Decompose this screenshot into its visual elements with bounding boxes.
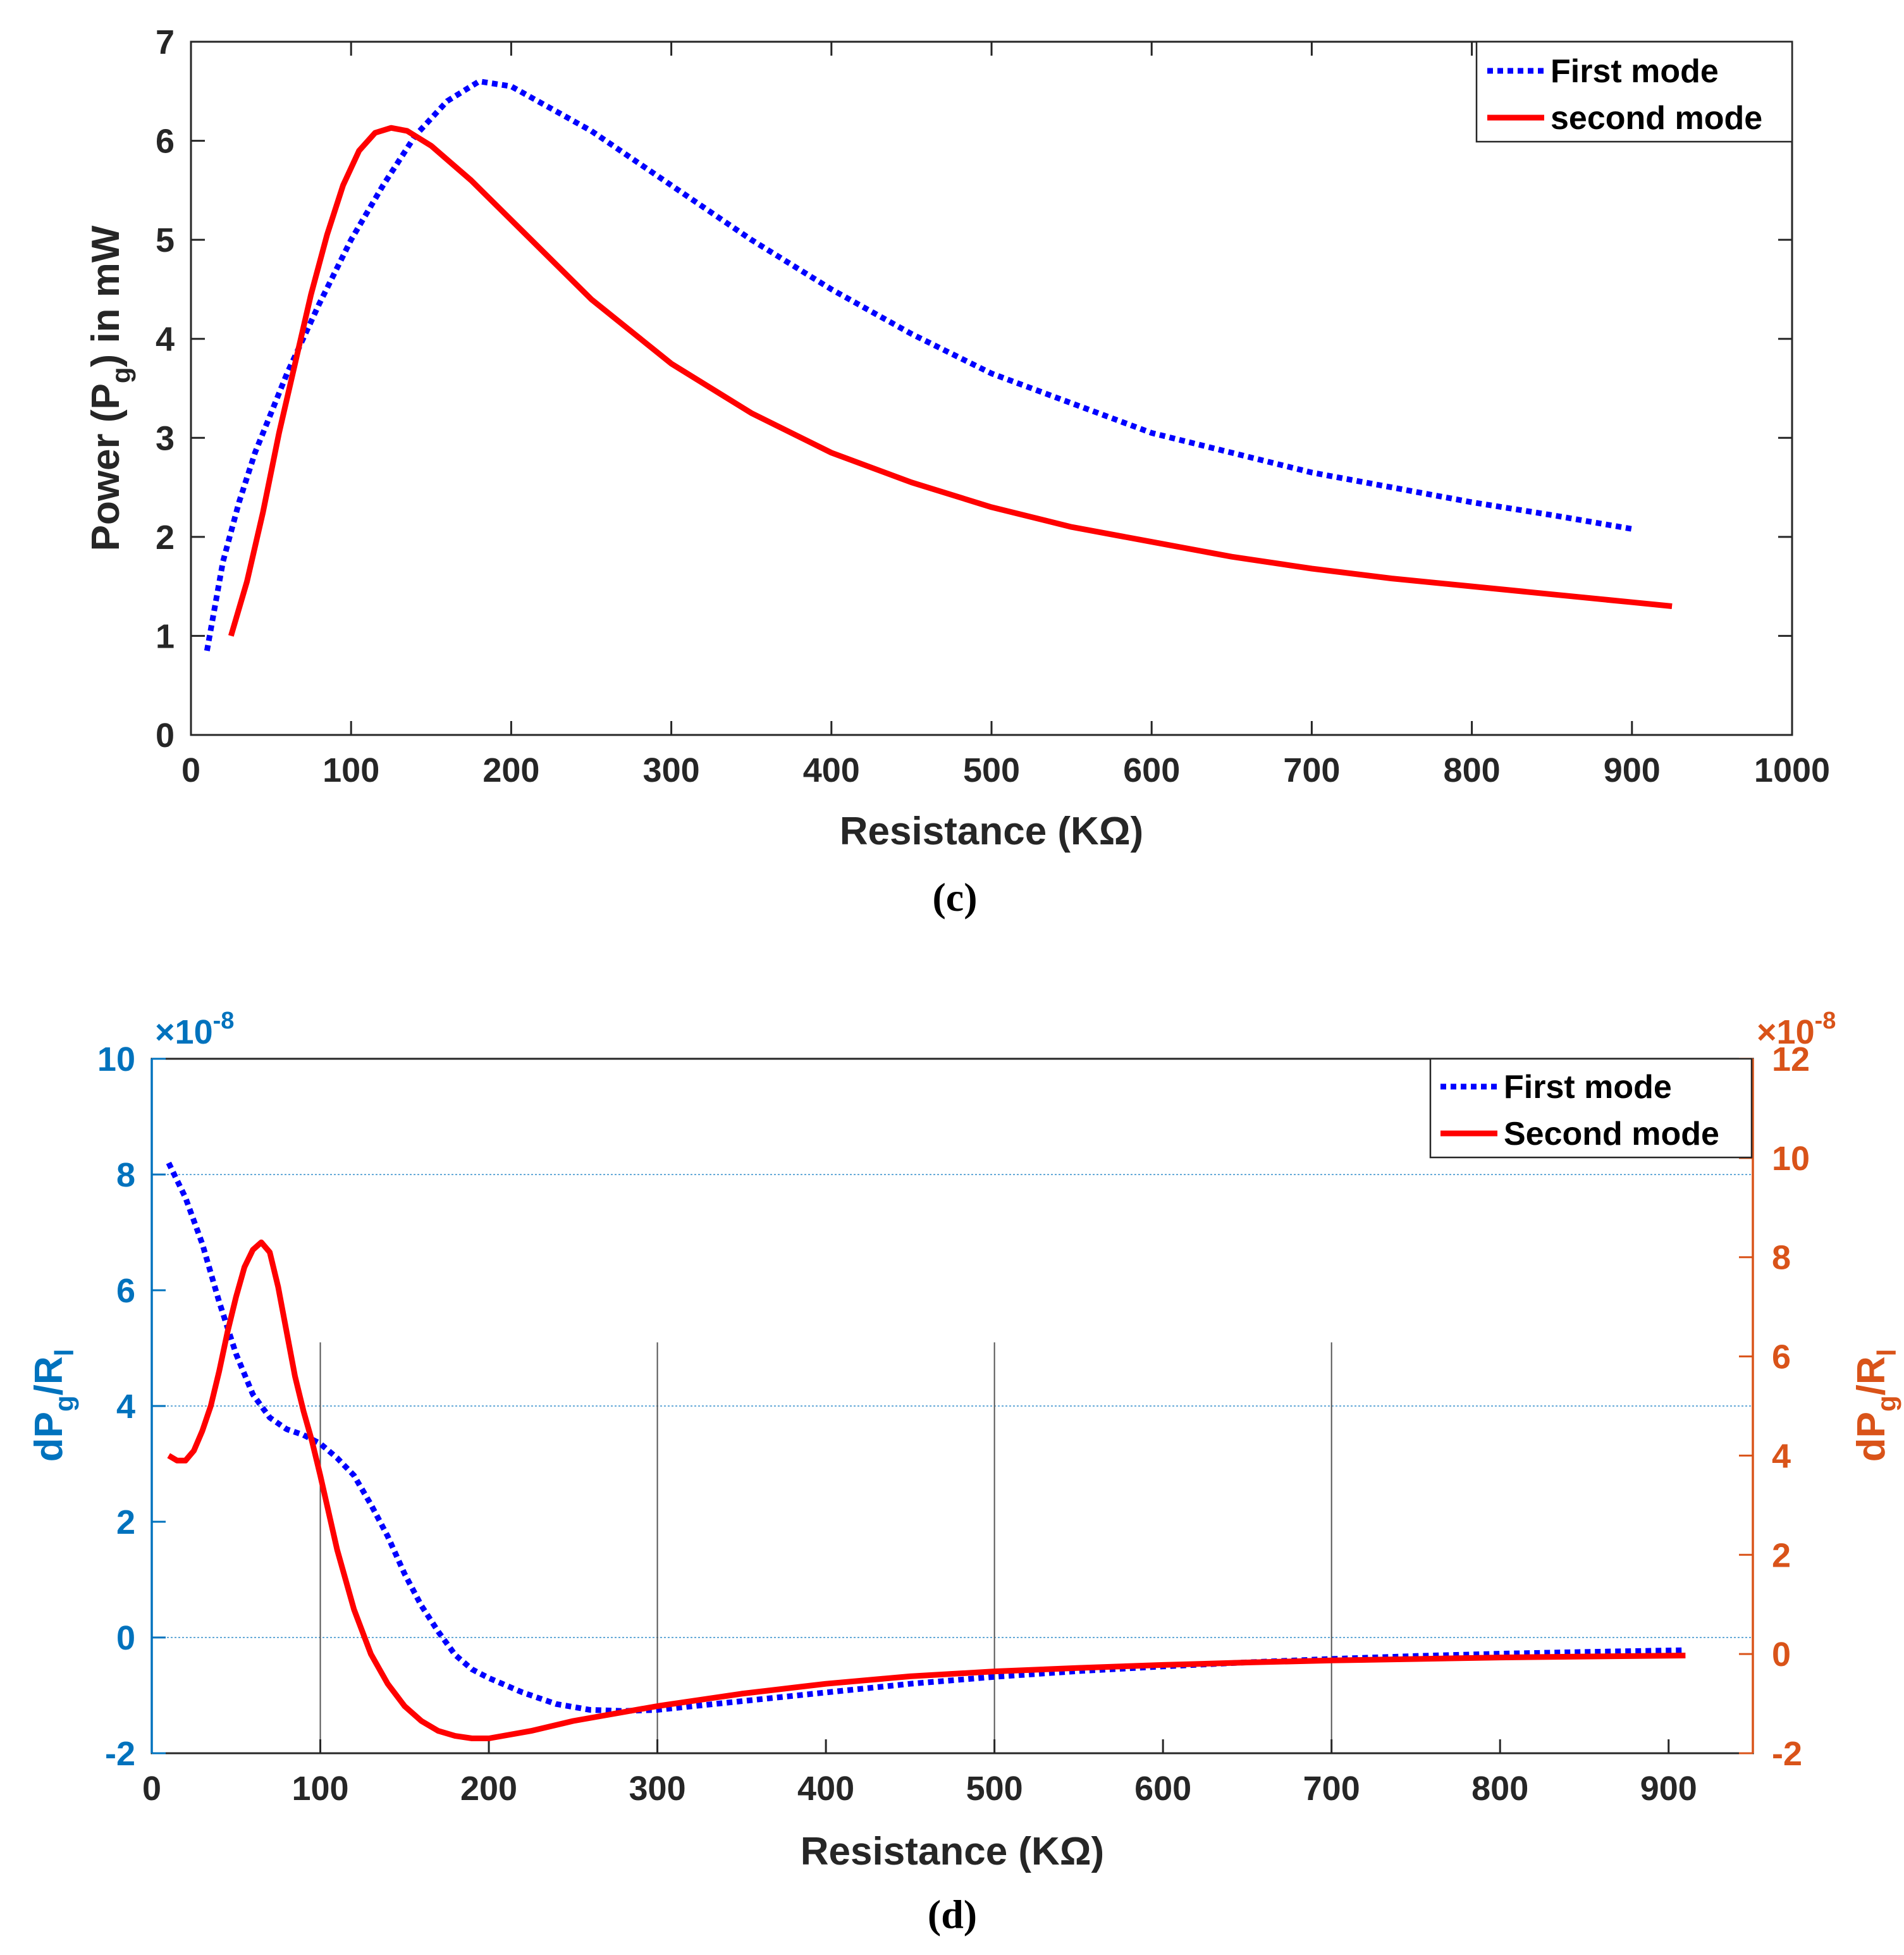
exponent-right-d: ×10-8 <box>1757 1008 1836 1051</box>
legend-label-second-mode-d: Second mode <box>1504 1116 1719 1152</box>
x-tick-label-c: 1000 <box>1754 751 1830 789</box>
legend-box-d <box>1429 1058 1753 1159</box>
x-tick-label-d: 600 <box>1134 1770 1191 1808</box>
x-tick-label-d: 300 <box>629 1770 686 1808</box>
y-tick-label-c: 5 <box>156 221 175 259</box>
y-tick-label-right-d: 0 <box>1772 1636 1791 1674</box>
grid-d <box>152 1174 1753 1753</box>
exponent-left-d: ×10-8 <box>155 1008 234 1051</box>
y-tick-label-left-d: 2 <box>116 1503 135 1541</box>
caption-c: (c) <box>932 875 977 920</box>
axis-ticks-d: 0 100 200 300 400 500 600 700 800 900-20246810-20… <box>97 1040 1810 1808</box>
caption-d: (d) <box>928 1892 977 1937</box>
legend-label-first-mode-d: First mode <box>1504 1069 1672 1106</box>
x-tick-label-c: 300 <box>643 751 700 789</box>
legend-box-c <box>1475 40 1793 143</box>
plot-area-c <box>190 40 1793 736</box>
x-axis-label-c: Resistance (KΩ) <box>840 810 1143 853</box>
series-d <box>166 1161 1686 1741</box>
y-tick-label-c: 1 <box>156 617 175 655</box>
legend-c: First mode second mode <box>1475 40 1793 143</box>
y-tick-label-right-d: -2 <box>1772 1735 1802 1773</box>
x-tick-label-c: 200 <box>482 751 539 789</box>
series-line-c-first-mode <box>204 78 1633 651</box>
x-axis-label-d: Resistance (KΩ) <box>801 1830 1104 1873</box>
y-tick-label-c: 6 <box>156 123 175 161</box>
y-tick-label-right-d: 6 <box>1772 1338 1791 1376</box>
chart-c: 0 100 200 300 400 500 600 700 800 900 1000 0 1 2 3 4 5 6 7… <box>84 23 1830 920</box>
y-tick-label-left-d: 4 <box>116 1388 135 1426</box>
axis-ticks-c: 0 100 200 300 400 500 600 700 800 900 1000 0 1 2 3 4 5 6 7 <box>156 23 1830 789</box>
x-tick-label-c: 700 <box>1283 751 1340 789</box>
y-tick-label-c: 7 <box>156 23 175 61</box>
y-tick-label-right-d: 4 <box>1772 1437 1791 1475</box>
y-tick-label-c: 0 <box>156 717 175 755</box>
x-tick-label-d: 700 <box>1303 1770 1360 1808</box>
series-c <box>204 78 1673 651</box>
series-line-d-second-mode <box>167 1239 1686 1741</box>
x-tick-label-d: 500 <box>966 1770 1023 1808</box>
x-tick-label-d: 100 <box>292 1770 348 1808</box>
y-tick-label-left-d: 0 <box>116 1619 135 1657</box>
legend-label-first-mode-c: First mode <box>1551 53 1719 90</box>
x-tick-label-c: 500 <box>963 751 1020 789</box>
y-axis-label-c: Power (Pg) in mW <box>84 225 136 551</box>
series-line-c-second-mode <box>228 125 1673 637</box>
y-tick-label-left-d: 8 <box>116 1156 135 1194</box>
x-tick-label-d: 200 <box>460 1770 517 1808</box>
y-tick-label-right-d: 2 <box>1772 1536 1791 1574</box>
x-tick-label-d: 0 <box>142 1770 161 1808</box>
x-tick-label-c: 800 <box>1444 751 1501 789</box>
x-tick-label-d: 400 <box>797 1770 854 1808</box>
x-tick-label-d: 800 <box>1471 1770 1528 1808</box>
y-tick-label-c: 4 <box>156 321 175 359</box>
x-tick-label-c: 400 <box>803 751 860 789</box>
y-tick-label-c: 2 <box>156 519 175 557</box>
y-tick-label-right-d: 12 <box>1772 1040 1810 1078</box>
x-tick-label-c: 900 <box>1604 751 1661 789</box>
x-tick-label-c: 100 <box>322 751 379 789</box>
y-tick-label-left-d: 10 <box>97 1040 135 1078</box>
legend-d: First mode Second mode <box>1429 1058 1753 1159</box>
legend-label-second-mode-c: second mode <box>1551 100 1762 137</box>
y-tick-label-right-d: 10 <box>1772 1140 1810 1178</box>
chart-d: 0 100 200 300 400 500 600 700 800 900-20246810-20… <box>27 1008 1901 1937</box>
y-tick-label-left-d: -2 <box>105 1735 135 1773</box>
y-axis-label-left-d: dPg/Rl <box>27 1349 79 1462</box>
x-tick-label-c: 600 <box>1123 751 1180 789</box>
y-tick-label-c: 3 <box>156 419 175 457</box>
y-tick-label-right-d: 8 <box>1772 1239 1791 1277</box>
y-axis-label-right-d: dPg/Rl <box>1850 1349 1901 1462</box>
x-tick-label-c: 0 <box>181 751 200 789</box>
y-tick-label-left-d: 6 <box>116 1272 135 1310</box>
x-tick-label-d: 900 <box>1640 1770 1697 1808</box>
